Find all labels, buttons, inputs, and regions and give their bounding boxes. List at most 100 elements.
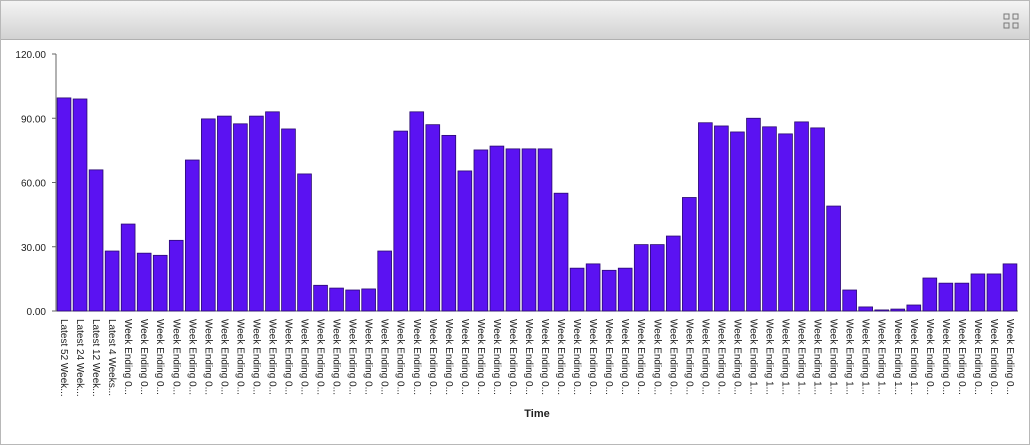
bar (778, 133, 793, 312)
bar (473, 149, 489, 312)
x-tick-label: Week Ending 0... (972, 319, 983, 395)
x-tick-label: Week Ending 0... (395, 319, 406, 395)
x-tick-label: Week Ending 0... (347, 319, 358, 395)
bar (88, 169, 104, 312)
x-tick-label: Week Ending 1... (796, 319, 807, 395)
x-tick-label: Week Ending 0... (250, 319, 261, 395)
bar (457, 170, 473, 312)
x-tick-label: Week Ending 0... (234, 319, 245, 395)
x-tick-label: Week Ending 0... (363, 319, 374, 395)
bar (986, 273, 1002, 312)
bar (826, 205, 841, 312)
bar (377, 250, 392, 312)
bar (633, 244, 649, 312)
y-tick-label: 60.00 (21, 179, 46, 190)
bar (698, 122, 713, 312)
x-tick-label: Week Ending 0... (459, 319, 470, 395)
x-tick-label: Week Ending 0... (555, 319, 566, 395)
bar (617, 267, 633, 312)
x-tick-label: Week Ending 0... (443, 319, 454, 395)
y-tick-label: 90.00 (21, 114, 46, 125)
x-tick-label: Week Ending 1... (876, 319, 887, 395)
bar (714, 125, 729, 312)
x-tick-label: Week Ending 0... (651, 319, 662, 395)
x-tick-label: Week Ending 1... (892, 319, 903, 395)
bar (217, 115, 232, 312)
x-tick-label: Week Ending 0... (667, 319, 678, 395)
bar (265, 111, 280, 312)
x-tick-label: Week Ending 0... (315, 319, 326, 395)
bar (184, 159, 200, 312)
bar (842, 289, 857, 312)
x-tick-label: Week Ending 0... (619, 319, 630, 395)
bar (136, 252, 152, 312)
bar (922, 277, 938, 312)
bar (313, 284, 328, 312)
bar (120, 223, 136, 312)
x-tick-label: Week Ending 0... (587, 319, 598, 395)
x-tick-label: Week Ending 0... (683, 319, 694, 395)
bar (361, 288, 376, 312)
y-tick-label: 30.00 (21, 243, 46, 254)
y-tick-label: 120.00 (15, 50, 46, 61)
bar (906, 304, 922, 312)
bar (425, 124, 441, 312)
x-tick-label: Week Ending 0... (603, 319, 614, 395)
x-tick-label: Latest 4 Weeks... (106, 319, 117, 396)
bar (665, 235, 681, 312)
x-tick-label: Week Ending 0... (699, 319, 710, 395)
bar (585, 263, 601, 312)
bar (152, 254, 168, 312)
y-tick-label: 0.00 (27, 307, 47, 318)
bar (521, 148, 537, 312)
bar (441, 134, 457, 312)
maximize-icon[interactable] (1003, 13, 1019, 29)
x-tick-label: Week Ending 1... (844, 319, 855, 395)
x-tick-label: Latest 24 Week... (74, 319, 85, 397)
x-tick-label: Week Ending 0... (1004, 319, 1015, 395)
x-tick-label: Week Ending 0... (299, 319, 310, 395)
bar (810, 127, 825, 312)
bar (954, 282, 970, 312)
x-tick-label: Week Ending 0... (218, 319, 229, 395)
chart: Time 0.00 30.00 60.00 90.00 120.00 Latest 52 … (15, 50, 1018, 420)
bar (874, 309, 890, 312)
x-tick-label: Week Ending 0... (266, 319, 277, 395)
bar (601, 269, 617, 312)
bar (56, 97, 72, 312)
bar (329, 287, 344, 312)
bar (233, 123, 248, 312)
x-tick-label: Week Ending 0... (154, 319, 165, 395)
bar (249, 115, 264, 312)
x-tick-label: Week Ending 0... (282, 319, 293, 395)
x-tick-label: Week Ending 0... (539, 319, 550, 395)
x-tick-label: Week Ending 0... (122, 319, 133, 395)
x-tick-label: Week Ending 0... (635, 319, 646, 395)
bar (938, 282, 954, 312)
x-tick-label: Latest 12 Week... (90, 319, 101, 397)
bar (569, 267, 585, 312)
bar (297, 173, 312, 312)
x-tick-label: Week Ending 0... (411, 319, 422, 395)
bar (682, 197, 697, 312)
bar (393, 130, 409, 312)
x-tick-label: Latest 52 Week... (58, 319, 69, 397)
x-tick-label: Week Ending 0... (571, 319, 582, 395)
bar (537, 148, 553, 312)
bar (970, 273, 986, 312)
x-tick-label: Week Ending 0... (427, 319, 438, 395)
x-tick-label: Week Ending 0... (715, 319, 726, 395)
x-tick-label: Week Ending 1... (908, 319, 919, 395)
x-tick-label: Week Ending 1... (828, 319, 839, 395)
x-tick-label: Week Ending 1... (860, 319, 871, 395)
x-tick-label: Week Ending 0... (940, 319, 951, 395)
bar (730, 131, 745, 312)
x-tick-label: Week Ending 0... (924, 319, 935, 395)
x-tick-label: Week Ending 0... (379, 319, 390, 395)
x-tick-label: Week Ending 0... (202, 319, 213, 395)
bar (168, 239, 184, 312)
bar (104, 250, 120, 312)
x-tick-label: Week Ending 0... (170, 319, 181, 395)
bar (890, 308, 906, 312)
